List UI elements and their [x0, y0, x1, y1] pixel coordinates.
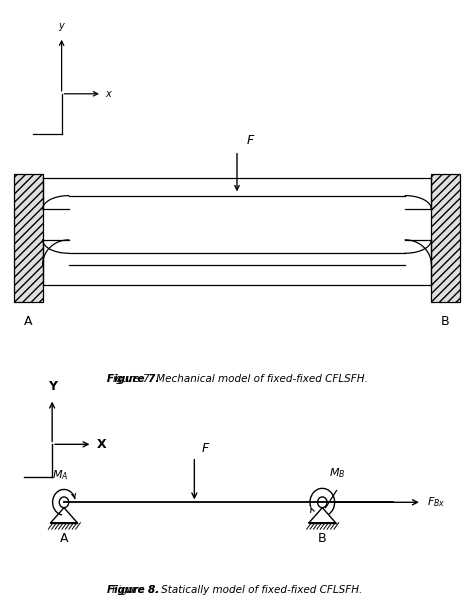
Text: Figure 8.: Figure 8. — [107, 586, 159, 595]
Text: $F_{Bx}$: $F_{Bx}$ — [427, 496, 445, 509]
Text: B: B — [441, 315, 450, 328]
Text: Figure 7. Mechanical model of fixed-fixed CFLSFH.: Figure 7. Mechanical model of fixed-fixe… — [107, 374, 367, 383]
Text: Y: Y — [48, 380, 56, 394]
Text: A: A — [60, 532, 68, 545]
Text: F: F — [246, 134, 254, 148]
Text: Figure 7.: Figure 7. — [107, 374, 159, 383]
Text: $M_B$: $M_B$ — [329, 466, 346, 480]
Text: y: y — [59, 22, 64, 31]
Bar — [14, 174, 43, 301]
Bar — [431, 174, 460, 301]
Text: $M_A$: $M_A$ — [52, 468, 68, 482]
Text: F: F — [201, 442, 209, 455]
Text: X: X — [97, 438, 107, 451]
Text: A: A — [24, 315, 33, 328]
Text: x: x — [106, 89, 111, 99]
Text: B: B — [318, 532, 327, 545]
Text: Figure 8. Statically model of fixed-fixed CFLSFH.: Figure 8. Statically model of fixed-fixe… — [112, 586, 362, 595]
